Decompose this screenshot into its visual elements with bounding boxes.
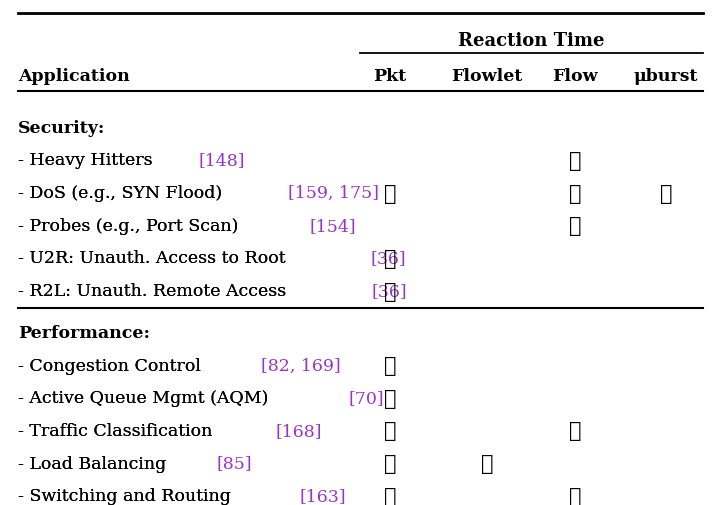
Text: ✓: ✓ — [569, 216, 581, 236]
Text: [163]: [163] — [300, 487, 346, 504]
Text: - U2R: Unauth. Access to Root: - U2R: Unauth. Access to Root — [18, 250, 291, 267]
Text: - Traffic Classification: - Traffic Classification — [18, 422, 218, 439]
Text: - Traffic Classification: - Traffic Classification — [18, 422, 218, 439]
Text: ✓: ✓ — [660, 183, 672, 203]
Text: Reaction Time: Reaction Time — [459, 32, 605, 50]
Text: ✓: ✓ — [384, 183, 397, 203]
Text: Performance:: Performance: — [18, 324, 150, 341]
Text: [85]: [85] — [216, 454, 252, 472]
Text: [82, 169]: [82, 169] — [261, 357, 341, 374]
Text: - Probes (e.g., Port Scan): - Probes (e.g., Port Scan) — [18, 217, 244, 234]
Text: - Load Balancing: - Load Balancing — [18, 454, 172, 472]
Text: - Heavy Hitters: - Heavy Hitters — [18, 152, 158, 169]
Text: [154]: [154] — [309, 217, 356, 234]
Text: - U2R: Unauth. Access to Root: - U2R: Unauth. Access to Root — [18, 250, 291, 267]
Text: ✓: ✓ — [384, 281, 397, 301]
Text: μburst: μburst — [634, 68, 698, 84]
Text: - Congestion Control: - Congestion Control — [18, 357, 206, 374]
Text: - DoS (e.g., SYN Flood): - DoS (e.g., SYN Flood) — [18, 185, 228, 201]
Text: - Active Queue Mgmt (AQM): - Active Queue Mgmt (AQM) — [18, 389, 274, 407]
Text: - Heavy Hitters: - Heavy Hitters — [18, 152, 158, 169]
Text: ✓: ✓ — [569, 150, 581, 171]
Text: Application: Application — [18, 68, 130, 84]
Text: - DoS (e.g., SYN Flood): - DoS (e.g., SYN Flood) — [18, 185, 228, 201]
Text: - R2L: Unauth. Remote Access: - R2L: Unauth. Remote Access — [18, 282, 292, 299]
Text: ✓: ✓ — [384, 356, 397, 375]
Text: - Probes (e.g., Port Scan): - Probes (e.g., Port Scan) — [18, 217, 244, 234]
Text: - Load Balancing: - Load Balancing — [18, 454, 172, 472]
Text: ✓: ✓ — [384, 486, 397, 505]
Text: ✓: ✓ — [384, 453, 397, 473]
Text: Flow: Flow — [552, 68, 598, 84]
Text: ✓: ✓ — [481, 453, 493, 473]
Text: Pkt: Pkt — [373, 68, 407, 84]
Text: ✓: ✓ — [384, 388, 397, 408]
Text: [148]: [148] — [199, 152, 245, 169]
Text: - Switching and Routing: - Switching and Routing — [18, 487, 236, 504]
Text: Security:: Security: — [18, 120, 105, 136]
Text: - Active Queue Mgmt (AQM): - Active Queue Mgmt (AQM) — [18, 389, 274, 407]
Text: [36]: [36] — [371, 282, 407, 299]
Text: [36]: [36] — [371, 250, 406, 267]
Text: [159, 175]: [159, 175] — [288, 185, 379, 201]
Text: Flowlet: Flowlet — [451, 68, 523, 84]
Text: - Congestion Control: - Congestion Control — [18, 357, 206, 374]
Text: [70]: [70] — [348, 389, 384, 407]
Text: [168]: [168] — [276, 422, 322, 439]
Text: - Switching and Routing: - Switching and Routing — [18, 487, 236, 504]
Text: ✓: ✓ — [569, 183, 581, 203]
Text: ✓: ✓ — [569, 486, 581, 505]
Text: ✓: ✓ — [569, 421, 581, 440]
Text: ✓: ✓ — [384, 248, 397, 268]
Text: ✓: ✓ — [384, 421, 397, 440]
Text: - R2L: Unauth. Remote Access: - R2L: Unauth. Remote Access — [18, 282, 292, 299]
